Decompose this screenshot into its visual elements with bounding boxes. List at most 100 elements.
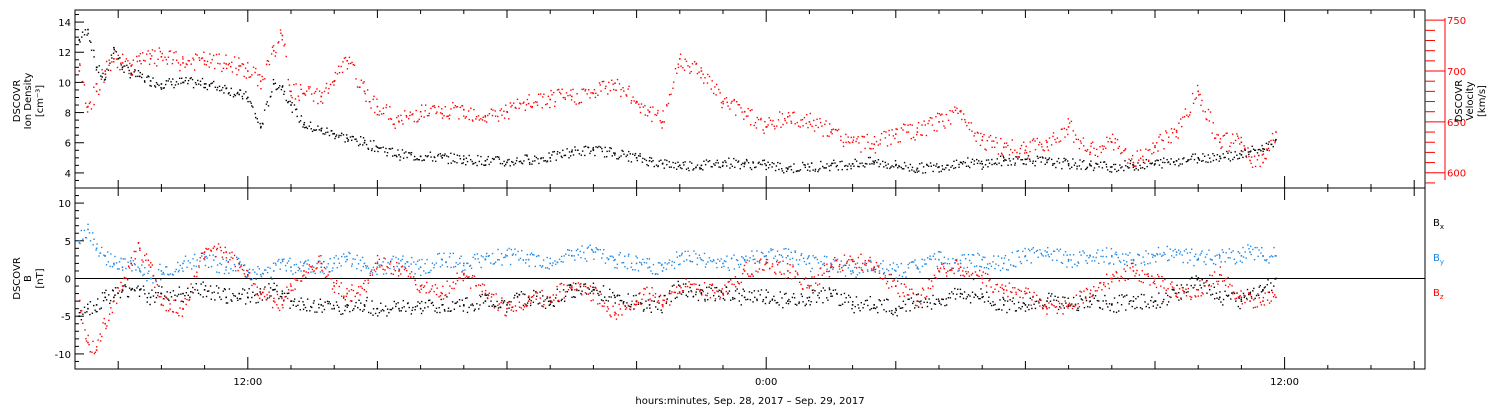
velocity-sample	[1228, 150, 1230, 152]
density-sample	[410, 153, 412, 156]
velocity-sample	[223, 62, 225, 64]
velocity-sample	[523, 101, 525, 103]
velocity-sample	[261, 75, 263, 78]
bz-sample	[145, 259, 147, 262]
bx-sample	[843, 292, 846, 295]
density-sample	[563, 154, 565, 157]
bx-sample	[140, 288, 142, 290]
bz-sample	[761, 268, 764, 271]
by-sample	[919, 271, 921, 273]
velocity-sample	[871, 143, 873, 145]
velocity-sample	[850, 136, 853, 139]
by-sample	[948, 262, 951, 265]
by-sample	[1183, 250, 1186, 252]
density-sample	[739, 167, 741, 170]
density-sample	[616, 158, 618, 160]
density-sample	[313, 129, 315, 131]
velocity-sample	[959, 110, 961, 112]
bx-sample	[965, 298, 967, 300]
bx-sample	[914, 307, 916, 309]
by-sample	[1111, 256, 1113, 258]
velocity-sample	[1090, 142, 1093, 145]
bx-sample	[592, 282, 595, 284]
by-sample	[482, 256, 484, 258]
density-sample	[127, 66, 129, 69]
density-sample	[1247, 151, 1250, 153]
density-sample	[503, 165, 506, 167]
bz-sample	[587, 293, 590, 295]
bz-sample	[783, 273, 785, 275]
velocity-sample	[1100, 151, 1102, 154]
density-sample	[561, 156, 563, 159]
by-sample	[218, 271, 220, 274]
bx-sample	[1006, 311, 1008, 314]
bx-sample	[1187, 291, 1189, 293]
by-sample	[856, 274, 859, 276]
bx-sample	[959, 296, 961, 298]
bx-point	[527, 296, 530, 299]
bx-sample	[1017, 301, 1020, 304]
bz-sample	[224, 246, 226, 249]
velocity-sample	[743, 111, 746, 113]
bz-sample	[733, 283, 735, 286]
by-sample	[159, 263, 161, 266]
by-sample	[1266, 258, 1268, 261]
velocity-sample	[875, 140, 878, 143]
bz-sample	[816, 284, 819, 286]
by-sample	[1053, 250, 1056, 253]
velocity-sample	[363, 81, 365, 83]
velocity-sample	[661, 127, 663, 129]
velocity-sample	[983, 133, 985, 136]
velocity-sample	[161, 52, 163, 55]
velocity-sample	[864, 147, 866, 150]
bz-sample	[823, 272, 825, 275]
velocity-sample	[271, 46, 274, 49]
bz-sample	[295, 279, 297, 281]
bz-sample	[225, 257, 228, 259]
density-point	[290, 104, 292, 106]
by-sample	[613, 259, 615, 262]
velocity-sample	[297, 95, 300, 97]
bx-sample	[775, 302, 778, 304]
by-sample	[712, 259, 715, 261]
velocity-sample	[689, 72, 691, 74]
bx-sample	[695, 291, 697, 293]
velocity-sample	[128, 72, 130, 75]
density-sample	[453, 153, 455, 155]
density-sample	[625, 155, 627, 158]
by-sample	[815, 256, 817, 259]
velocity-sample	[626, 95, 628, 97]
velocity-sample	[1149, 149, 1151, 151]
bx-sample	[1038, 302, 1040, 304]
by-sample	[666, 263, 669, 265]
density-sample	[506, 159, 509, 161]
bx-sample	[553, 305, 555, 307]
bx-sample	[639, 302, 642, 304]
bz-sample	[405, 269, 408, 272]
bx-sample	[210, 298, 212, 300]
by-sample	[659, 262, 661, 264]
by-sample	[446, 266, 449, 268]
bz-sample	[597, 303, 599, 305]
velocity-sample	[389, 106, 391, 108]
by-sample	[509, 263, 512, 266]
bz-sample	[468, 276, 470, 278]
velocity-sample	[179, 64, 182, 66]
bx-point	[104, 296, 107, 299]
bz-sample	[390, 272, 393, 275]
density-sample	[443, 154, 446, 157]
bx-sample	[231, 300, 233, 302]
bx-sample	[642, 310, 645, 312]
bx-sample	[365, 300, 368, 302]
bx-sample	[151, 289, 153, 291]
bx-sample	[518, 294, 521, 296]
by-sample	[1206, 253, 1208, 256]
density-point	[873, 161, 875, 164]
by-sample	[357, 263, 360, 265]
bz-sample	[247, 275, 249, 277]
by-sample	[688, 254, 691, 257]
by-sample	[940, 261, 943, 264]
bz-sample	[512, 310, 515, 312]
velocity-sample	[923, 120, 925, 122]
